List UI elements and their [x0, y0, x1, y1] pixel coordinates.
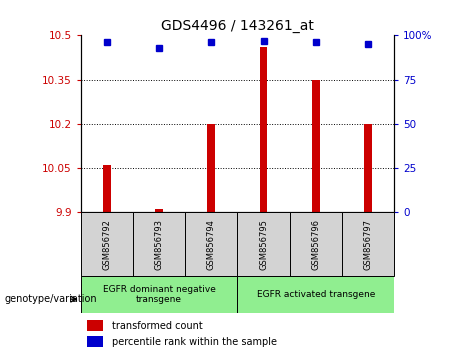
Text: GSM856795: GSM856795	[259, 219, 268, 270]
Bar	[103, 165, 111, 212]
Bar	[133, 212, 185, 276]
Text: GSM856794: GSM856794	[207, 219, 216, 270]
Text: EGFR dominant negative
transgene: EGFR dominant negative transgene	[103, 285, 215, 304]
Bar	[312, 80, 319, 212]
Bar	[81, 212, 133, 276]
Text: GSM856792: GSM856792	[102, 219, 111, 270]
Bar	[87, 320, 103, 331]
Bar	[260, 47, 267, 212]
Text: percentile rank within the sample: percentile rank within the sample	[112, 337, 277, 347]
Bar	[364, 124, 372, 212]
Bar	[185, 212, 237, 276]
Bar	[81, 276, 237, 313]
Bar	[237, 276, 394, 313]
Text: EGFR activated transgene: EGFR activated transgene	[257, 290, 375, 299]
Bar	[207, 124, 215, 212]
Bar	[87, 336, 103, 347]
Text: GSM856797: GSM856797	[364, 219, 372, 270]
Bar	[155, 210, 163, 212]
Bar	[237, 212, 290, 276]
Text: genotype/variation: genotype/variation	[5, 294, 97, 304]
Bar	[290, 212, 342, 276]
Text: GSM856796: GSM856796	[311, 219, 320, 270]
Title: GDS4496 / 143261_at: GDS4496 / 143261_at	[161, 19, 314, 33]
Text: GSM856793: GSM856793	[154, 219, 164, 270]
Text: transformed count: transformed count	[112, 321, 203, 331]
Bar	[342, 212, 394, 276]
